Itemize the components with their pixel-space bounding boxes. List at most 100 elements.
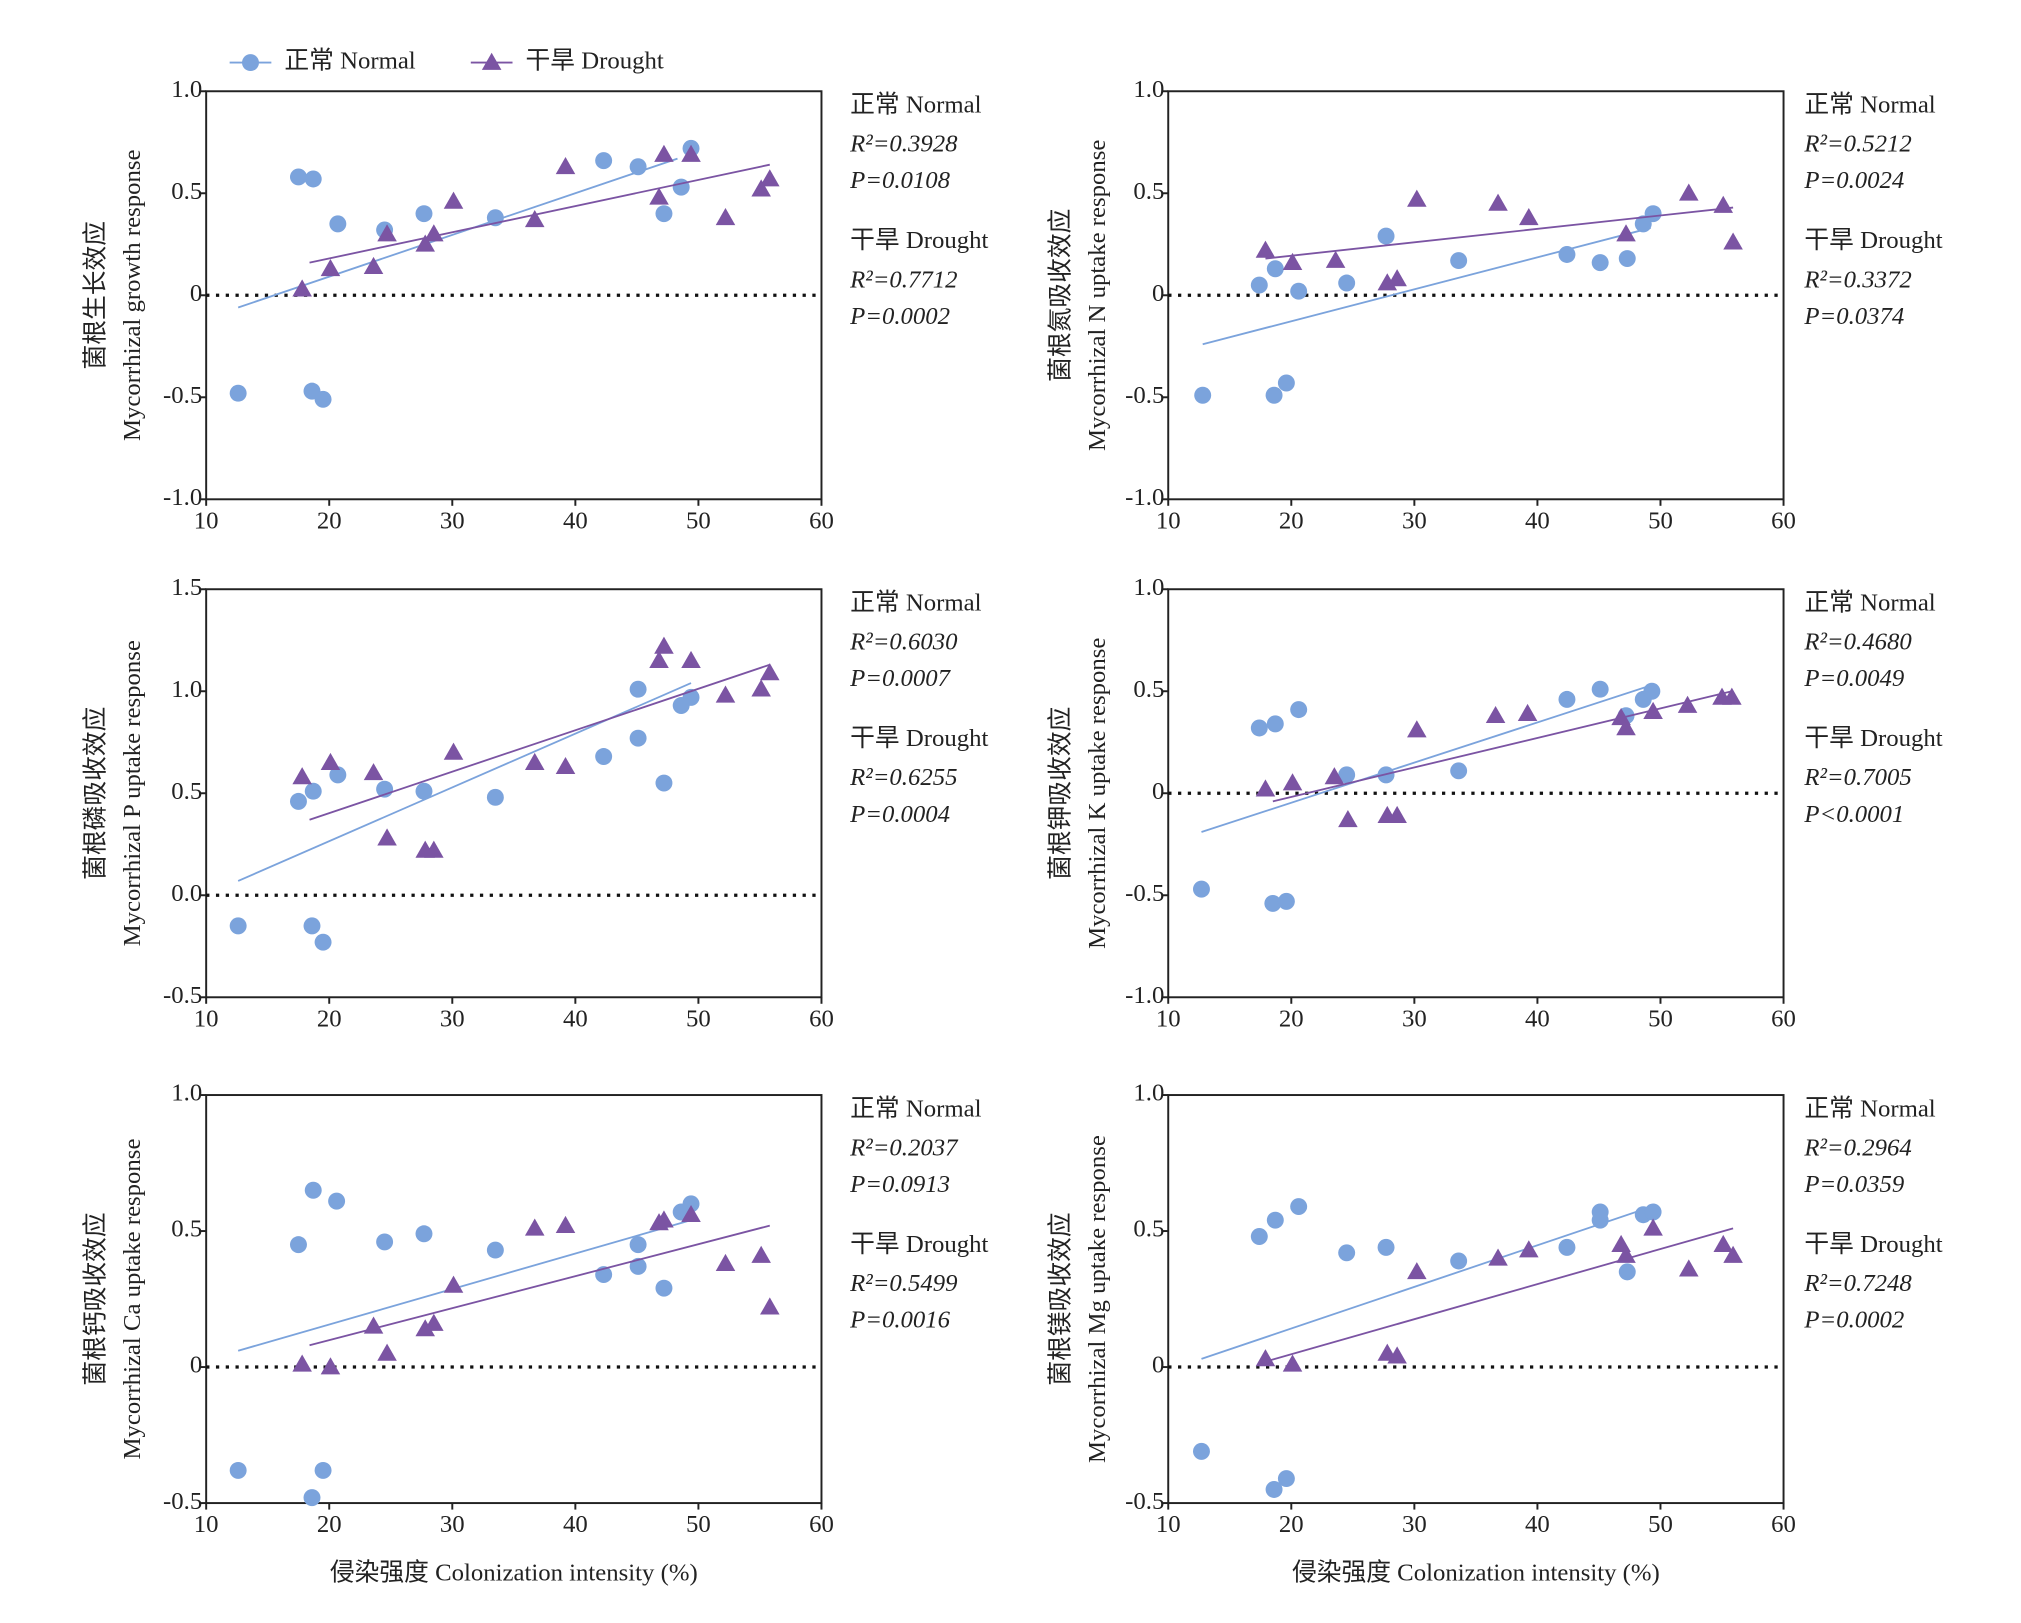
data-point xyxy=(1266,1211,1284,1229)
y-tick-label: -0.5 xyxy=(163,382,202,409)
data-point xyxy=(1250,1228,1268,1245)
y-axis-label: Mycorrhizal P uptake response xyxy=(119,640,146,946)
x-tick-label: 30 xyxy=(1402,1005,1427,1032)
data-point xyxy=(1377,1238,1395,1256)
data-point xyxy=(1488,193,1508,211)
stats-p: P=0.0024 xyxy=(1803,167,1904,194)
data-point xyxy=(1713,195,1734,213)
fit-line xyxy=(1265,206,1734,260)
x-tick-label: 50 xyxy=(1648,507,1673,534)
data-point xyxy=(681,144,701,162)
data-point xyxy=(555,156,576,175)
data-point xyxy=(1643,701,1663,719)
data-point xyxy=(229,1461,247,1479)
stats-r2: R²=0.7005 xyxy=(1803,764,1911,791)
data-point xyxy=(229,384,247,402)
x-tick-label: 30 xyxy=(1402,1511,1427,1538)
data-point xyxy=(415,782,433,800)
data-point xyxy=(715,207,736,226)
x-tick-label: 60 xyxy=(1771,507,1796,534)
data-point xyxy=(681,650,701,668)
data-point xyxy=(1558,245,1576,263)
x-tick-label: 50 xyxy=(1648,1005,1673,1032)
data-point xyxy=(1192,880,1210,898)
stats-r2: R²=0.2037 xyxy=(849,1134,959,1161)
data-point xyxy=(304,170,322,188)
data-point xyxy=(292,279,312,297)
y-tick-label: 0 xyxy=(1152,778,1164,805)
y-axis-label: Mycorrhizal N uptake response xyxy=(1084,140,1111,451)
data-point xyxy=(1679,183,1699,201)
y-tick-label: 1.5 xyxy=(171,574,202,601)
stats-group-label: 正常 Normal xyxy=(850,1094,981,1122)
data-point xyxy=(415,205,433,223)
data-point xyxy=(760,663,780,681)
data-point xyxy=(320,752,341,770)
data-point xyxy=(655,205,673,223)
x-tick-label: 30 xyxy=(1402,507,1427,534)
x-tick-label: 60 xyxy=(1771,1511,1796,1538)
data-point xyxy=(1591,680,1609,698)
stats-p: P=0.0359 xyxy=(1803,1171,1904,1198)
y-axis-label: 菌根镁吸收效应 xyxy=(1046,1212,1074,1385)
stats-r2: R²=0.3372 xyxy=(1803,266,1911,293)
x-tick-label: 20 xyxy=(317,507,342,534)
data-point xyxy=(682,1195,700,1213)
data-point xyxy=(329,766,347,784)
data-point xyxy=(1250,719,1268,737)
data-point xyxy=(1290,701,1308,719)
y-axis-label: Mycorrhizal K uptake response xyxy=(1084,638,1111,949)
stats-group-label: 正常 Normal xyxy=(1804,589,1935,617)
data-point xyxy=(1387,269,1407,287)
data-point xyxy=(1377,227,1395,245)
data-point xyxy=(329,215,347,233)
x-tick-label: 20 xyxy=(1279,1005,1304,1032)
data-point xyxy=(649,187,669,205)
plot-frame xyxy=(205,1094,823,1505)
data-point xyxy=(1722,687,1742,705)
data-point xyxy=(629,680,647,698)
data-point xyxy=(1387,805,1407,824)
data-point xyxy=(229,917,247,935)
data-point xyxy=(1591,1211,1609,1229)
x-tick-label: 50 xyxy=(686,1511,711,1538)
x-tick-label: 20 xyxy=(317,1005,342,1032)
x-tick-label: 60 xyxy=(809,1511,834,1538)
y-tick-label: 1.0 xyxy=(1133,76,1164,103)
data-point xyxy=(304,1181,322,1199)
data-point xyxy=(1266,715,1284,733)
data-point xyxy=(289,792,307,810)
x-tick-label: 10 xyxy=(194,507,219,534)
y-tick-label: 0.5 xyxy=(171,178,202,205)
stats-r2: R²=0.5499 xyxy=(849,1270,957,1297)
data-point xyxy=(1255,240,1276,258)
data-point xyxy=(1338,1244,1356,1262)
data-point xyxy=(1723,232,1743,250)
y-axis-label: 菌根氮吸收效应 xyxy=(1046,209,1074,382)
y-tick-label: 0.5 xyxy=(1133,676,1164,703)
data-point xyxy=(1643,682,1661,700)
data-point xyxy=(1255,1349,1276,1367)
data-point xyxy=(424,224,444,242)
data-point xyxy=(486,1241,504,1259)
data-point xyxy=(760,1297,780,1315)
data-point xyxy=(1250,276,1268,294)
data-point xyxy=(1558,1238,1576,1256)
data-point xyxy=(524,1218,545,1236)
y-tick-label: -1.0 xyxy=(1125,484,1164,511)
data-point xyxy=(320,1357,341,1375)
data-point xyxy=(655,774,673,792)
legend-marker xyxy=(481,52,502,70)
x-tick-label: 40 xyxy=(563,1005,588,1032)
data-point xyxy=(443,742,464,760)
stats-group-label: 干旱 Drought xyxy=(1804,1231,1942,1258)
data-point xyxy=(377,828,397,846)
data-point xyxy=(443,1275,464,1293)
data-point xyxy=(289,1236,307,1254)
stats-p: P=0.0016 xyxy=(849,1307,951,1334)
data-point xyxy=(303,1489,321,1507)
y-axis-label: Mycorrhizal Mg uptake response xyxy=(1084,1135,1111,1463)
x-axis-label: 侵染强度 Colonization intensity (%) xyxy=(1292,1558,1660,1586)
data-point xyxy=(1192,1442,1210,1460)
